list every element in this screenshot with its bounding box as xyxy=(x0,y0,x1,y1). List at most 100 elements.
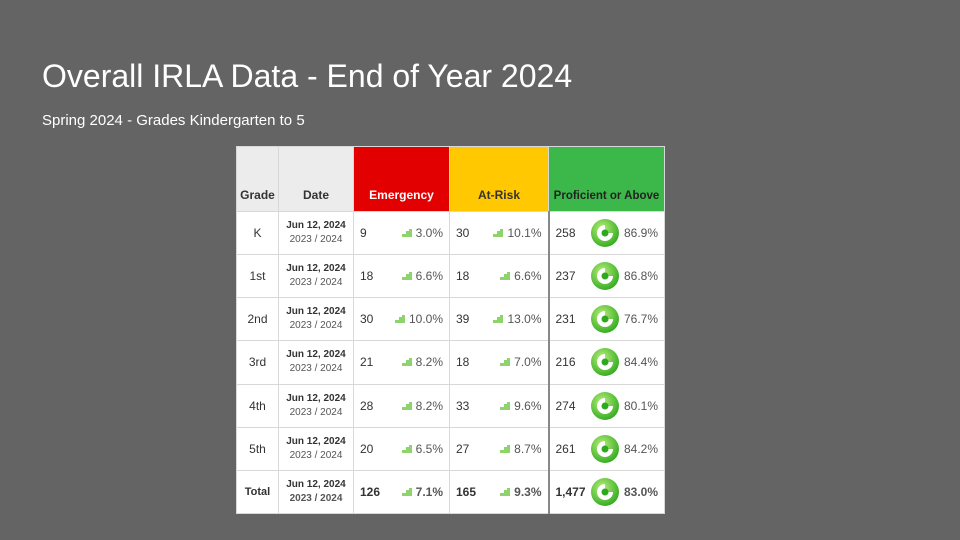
proficient-percent: 86.8% xyxy=(623,269,658,284)
emergency-cell[interactable]: 126 7.1% xyxy=(353,469,450,515)
proficient-cell[interactable]: 1,477 83.0% xyxy=(547,469,665,515)
at-risk-cell[interactable]: 165 9.3% xyxy=(449,469,549,515)
proficient-percent: 80.1% xyxy=(623,398,658,413)
mini-chart-icon xyxy=(401,269,412,281)
at-risk-count: 165 xyxy=(456,484,477,499)
proficient-count: 258 xyxy=(555,226,576,241)
mini-chart-icon xyxy=(500,485,511,496)
proficient-count: 1,477 xyxy=(555,484,586,499)
proficient-cell[interactable]: 231 76.7% xyxy=(547,297,665,342)
proficient-cell[interactable]: 237 86.8% xyxy=(547,254,665,299)
green-ring-icon xyxy=(590,477,620,507)
green-ring-icon xyxy=(590,391,620,421)
mini-chart-icon xyxy=(401,355,412,367)
at-risk-count: 18 xyxy=(456,269,470,284)
proficient-cell[interactable]: 261 84.2% xyxy=(547,426,665,471)
at-risk-percent: 9.6% xyxy=(514,398,542,413)
emergency-percent: 6.6% xyxy=(415,269,443,284)
green-ring-icon xyxy=(590,434,620,464)
school-year-label: 2023 / 2024 xyxy=(289,320,343,332)
emergency-cell[interactable]: 21 8.2% xyxy=(353,340,450,385)
proficient-percent: 86.9% xyxy=(623,226,658,241)
school-year-label: 2023 / 2024 xyxy=(289,363,343,375)
proficient-cell[interactable]: 274 80.1% xyxy=(547,383,665,428)
irla-data-table: Grade Date Emergency At-Risk Proficient … xyxy=(236,146,665,515)
at-risk-count: 39 xyxy=(456,312,470,327)
table-row: 5th Jun 12, 2024 2023 / 2024 20 6.5% 27 8.7% 26… xyxy=(236,426,665,471)
emergency-percent: 6.5% xyxy=(415,441,443,456)
emergency-count: 30 xyxy=(360,312,374,327)
emergency-cell[interactable]: 28 8.2% xyxy=(353,383,450,428)
date-label: Jun 12, 2024 xyxy=(286,263,346,275)
table-header-row: Grade Date Emergency At-Risk Proficient … xyxy=(236,146,665,212)
grade-cell: Total xyxy=(236,469,279,515)
proficient-count: 216 xyxy=(555,355,576,370)
proficient-cell[interactable]: 216 84.4% xyxy=(547,340,665,385)
proficient-percent: 84.4% xyxy=(623,355,658,370)
school-year-label: 2023 / 2024 xyxy=(289,449,343,461)
mini-chart-icon xyxy=(500,399,511,410)
at-risk-percent: 7.0% xyxy=(514,355,542,370)
date-cell: Jun 12, 2024 2023 / 2024 xyxy=(278,426,354,471)
mini-chart-icon xyxy=(401,226,412,238)
emergency-count: 28 xyxy=(360,398,374,413)
at-risk-percent: 6.6% xyxy=(514,269,542,284)
proficient-cell[interactable]: 258 86.9% xyxy=(547,210,665,256)
proficient-percent: 76.7% xyxy=(623,312,658,327)
at-risk-cell[interactable]: 39 13.0% xyxy=(449,297,549,342)
mini-chart-icon xyxy=(394,312,405,324)
header-at-risk[interactable]: At-Risk xyxy=(449,146,549,212)
mini-chart-icon xyxy=(401,442,412,453)
grade-cell: K xyxy=(236,210,279,256)
at-risk-cell[interactable]: 33 9.6% xyxy=(449,383,549,428)
table-row: K Jun 12, 2024 2023 / 2024 9 3.0% 30 10.1% 258 8… xyxy=(236,210,665,256)
header-proficient[interactable]: Proficient or Above xyxy=(548,146,665,212)
emergency-count: 126 xyxy=(360,484,381,499)
green-ring-icon xyxy=(590,218,620,248)
at-risk-count: 27 xyxy=(456,441,470,456)
header-grade[interactable]: Grade xyxy=(236,146,279,212)
date-cell: Jun 12, 2024 2023 / 2024 xyxy=(278,340,354,385)
date-label: Jun 12, 2024 xyxy=(286,306,346,318)
mini-chart-icon xyxy=(500,269,511,281)
at-risk-count: 18 xyxy=(456,355,470,370)
mini-chart-icon xyxy=(401,485,412,496)
emergency-count: 9 xyxy=(360,226,367,241)
at-risk-cell[interactable]: 18 7.0% xyxy=(449,340,549,385)
emergency-cell[interactable]: 9 3.0% xyxy=(353,210,450,256)
emergency-cell[interactable]: 18 6.6% xyxy=(353,254,450,299)
header-date[interactable]: Date xyxy=(278,146,354,212)
at-risk-percent: 9.3% xyxy=(514,484,542,499)
at-risk-cell[interactable]: 27 8.7% xyxy=(449,426,549,471)
emergency-cell[interactable]: 20 6.5% xyxy=(353,426,450,471)
date-label: Jun 12, 2024 xyxy=(286,435,346,447)
at-risk-cell[interactable]: 30 10.1% xyxy=(449,210,549,256)
mini-chart-icon xyxy=(493,226,504,238)
mini-chart-icon xyxy=(401,399,412,410)
at-risk-percent: 13.0% xyxy=(507,312,542,327)
at-risk-percent: 8.7% xyxy=(514,441,542,456)
date-label: Jun 12, 2024 xyxy=(286,478,346,490)
date-label: Jun 12, 2024 xyxy=(286,349,346,361)
date-cell: Jun 12, 2024 2023 / 2024 xyxy=(278,254,354,299)
proficient-count: 237 xyxy=(555,269,576,284)
grade-cell: 3rd xyxy=(236,340,279,385)
grade-cell: 2nd xyxy=(236,297,279,342)
date-cell: Jun 12, 2024 2023 / 2024 xyxy=(278,383,354,428)
at-risk-cell[interactable]: 18 6.6% xyxy=(449,254,549,299)
table-row: 3rd Jun 12, 2024 2023 / 2024 21 8.2% 18 7.0% 21… xyxy=(236,340,665,385)
slide-title: Overall IRLA Data - End of Year 2024 xyxy=(42,58,573,94)
green-ring-icon xyxy=(590,304,620,334)
date-cell: Jun 12, 2024 2023 / 2024 xyxy=(278,210,354,256)
green-ring-icon xyxy=(590,261,620,291)
date-label: Jun 12, 2024 xyxy=(286,392,346,404)
grade-cell: 5th xyxy=(236,426,279,471)
grade-cell: 1st xyxy=(236,254,279,299)
table-row: 4th Jun 12, 2024 2023 / 2024 28 8.2% 33 9.6% 27… xyxy=(236,383,665,428)
emergency-percent: 7.1% xyxy=(415,484,443,499)
at-risk-percent: 10.1% xyxy=(507,226,542,241)
table-total-row: Total Jun 12, 2024 2023 / 2024 126 7.1% 165 9.… xyxy=(236,469,665,515)
green-ring-icon xyxy=(590,347,620,377)
emergency-cell[interactable]: 30 10.0% xyxy=(353,297,450,342)
header-emergency[interactable]: Emergency xyxy=(353,146,450,212)
